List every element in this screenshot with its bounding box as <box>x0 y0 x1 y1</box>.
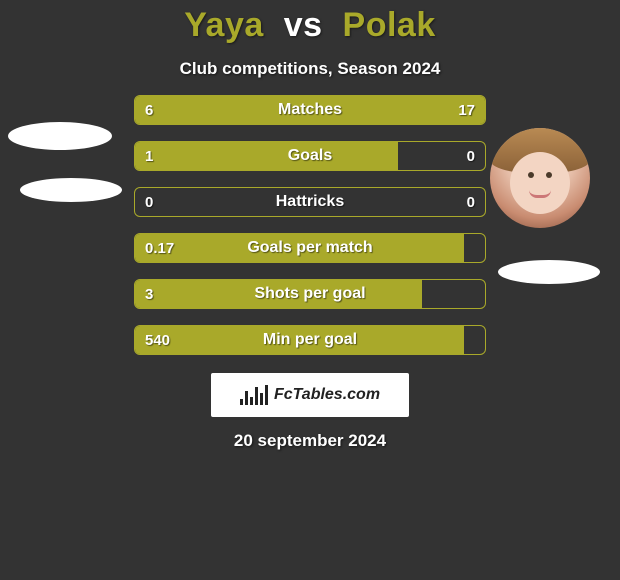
stat-row: 617Matches <box>134 95 486 125</box>
stat-row: 10Goals <box>134 141 486 171</box>
player1-name: Yaya <box>184 6 264 44</box>
logo-bars-icon <box>240 385 268 405</box>
stat-row: 540Min per goal <box>134 325 486 355</box>
stat-label: Hattricks <box>135 188 485 216</box>
title-vs: vs <box>284 6 323 44</box>
stat-row: 00Hattricks <box>134 187 486 217</box>
stat-label: Matches <box>135 96 485 124</box>
subtitle: Club competitions, Season 2024 <box>0 59 620 79</box>
comparison-title: Yaya vs Polak <box>0 0 620 45</box>
stat-label: Shots per goal <box>135 280 485 308</box>
placeholder-oval <box>498 260 600 284</box>
placeholder-oval <box>20 178 122 202</box>
stat-label: Min per goal <box>135 326 485 354</box>
date-label: 20 september 2024 <box>0 431 620 451</box>
stat-label: Goals <box>135 142 485 170</box>
stat-row: 3Shots per goal <box>134 279 486 309</box>
player2-avatar <box>490 128 590 228</box>
stat-row: 0.17Goals per match <box>134 233 486 263</box>
placeholder-oval <box>8 122 112 150</box>
stat-label: Goals per match <box>135 234 485 262</box>
player2-name: Polak <box>343 6 436 44</box>
logo-text: FcTables.com <box>274 386 380 404</box>
fctables-logo: FcTables.com <box>211 373 409 417</box>
